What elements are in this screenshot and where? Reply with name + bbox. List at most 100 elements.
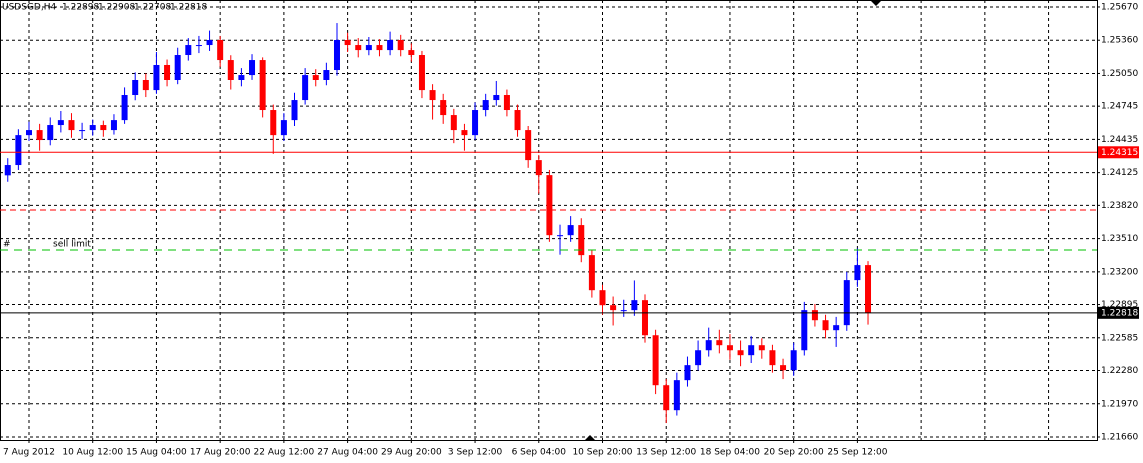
y-tick-label: 1.21970 xyxy=(1101,399,1138,409)
candle-body xyxy=(355,45,362,51)
order-type: sell limit xyxy=(53,239,91,249)
x-tick-label: 27 Aug 04:00 xyxy=(317,448,378,458)
grid xyxy=(0,0,1097,440)
candle-body xyxy=(557,235,564,237)
candle-body xyxy=(100,125,107,131)
candle-body xyxy=(408,50,415,56)
candle-body xyxy=(153,64,160,91)
candle-body xyxy=(822,320,829,331)
candle-body xyxy=(854,265,861,281)
candle-body xyxy=(833,325,840,331)
level-tag xyxy=(1098,306,1139,319)
candle-body xyxy=(280,120,287,136)
x-tick-label: 25 Sep 12:00 xyxy=(827,448,887,458)
level-tag-label: 1.22818 xyxy=(1101,308,1138,318)
candle-body xyxy=(620,310,627,312)
candle-body xyxy=(461,130,468,136)
candle-body xyxy=(47,125,54,141)
x-tick-label: 17 Aug 20:00 xyxy=(190,448,251,458)
candle-body xyxy=(610,305,617,311)
symbol: USDSGD,H4 xyxy=(2,3,56,13)
y-tick-label: 1.22585 xyxy=(1101,333,1138,343)
candle-body xyxy=(758,345,765,351)
candle-body xyxy=(684,365,691,381)
y-tick-label: 1.21660 xyxy=(1101,432,1138,442)
candle-body xyxy=(132,80,139,96)
candle-body xyxy=(769,350,776,366)
marks xyxy=(4,23,872,424)
candle-body xyxy=(429,90,436,101)
candle-body xyxy=(811,310,818,321)
candle-body xyxy=(567,225,574,236)
header-close: 1.22818 xyxy=(170,3,207,13)
x-tick-label: 3 Sep 12:00 xyxy=(448,448,503,458)
candle-body xyxy=(387,40,394,51)
candle-body xyxy=(726,345,733,351)
candle-body xyxy=(206,40,213,46)
candle-body xyxy=(695,350,702,366)
candle-body xyxy=(4,165,11,176)
candle-body xyxy=(705,340,712,351)
x-tick-label: 10 Sep 20:00 xyxy=(572,448,632,458)
x-tick-label: 6 Sep 04:00 xyxy=(512,448,567,458)
candle-body xyxy=(68,120,75,131)
x-tick-label: 7 Aug 2012 xyxy=(3,448,55,458)
candle-body xyxy=(472,110,479,136)
candle-body xyxy=(493,95,500,101)
candle-body xyxy=(174,55,181,80)
candle-body xyxy=(673,380,680,411)
candle-body xyxy=(790,350,797,371)
candle-body xyxy=(514,110,521,131)
candle-body xyxy=(535,160,542,176)
y-tick-label: 1.23510 xyxy=(1101,234,1138,244)
y-tick-label: 1.25050 xyxy=(1101,69,1138,79)
candle-body xyxy=(365,45,372,51)
candle-body xyxy=(663,385,670,411)
candle-body xyxy=(79,130,86,132)
candle-body xyxy=(376,45,383,51)
y-tick-label: 1.24125 xyxy=(1101,168,1138,178)
candle-body xyxy=(217,40,224,61)
x-tick-label: 29 Aug 20:00 xyxy=(381,448,442,458)
candle-body xyxy=(57,120,64,126)
candle-body xyxy=(737,350,744,356)
level-tag-label: 1.24315 xyxy=(1101,148,1138,158)
candle-body xyxy=(780,365,787,371)
x-tick-label: 20 Sep 20:00 xyxy=(764,448,824,458)
y-tick-label: 1.24745 xyxy=(1101,102,1138,112)
candle-body xyxy=(588,255,595,291)
x-tick-label: 10 Aug 12:00 xyxy=(62,448,123,458)
y-tick-label: 1.25670 xyxy=(1101,2,1138,12)
y-tick-label: 1.25360 xyxy=(1101,36,1138,46)
candle-body xyxy=(291,100,298,121)
candle-body xyxy=(333,40,340,71)
candle-body xyxy=(312,75,319,80)
header-high: 1.22908 xyxy=(98,3,135,13)
plot-border xyxy=(0,0,1098,441)
candle-body xyxy=(843,280,850,326)
candle-body xyxy=(631,300,638,311)
x-tick-label: 22 Aug 12:00 xyxy=(254,448,315,458)
x-tick-label: 15 Aug 04:00 xyxy=(126,448,187,458)
candle-body xyxy=(259,60,266,111)
candle-body xyxy=(578,225,585,256)
candle-body xyxy=(142,80,149,91)
x-tick-label: 13 Sep 12:00 xyxy=(636,448,696,458)
candle-body xyxy=(238,75,245,80)
candle-body xyxy=(323,70,330,80)
candle-body xyxy=(801,310,808,351)
y-tick-label: 1.22895 xyxy=(1101,300,1138,310)
candle-body xyxy=(121,95,128,121)
candle-body xyxy=(397,40,404,51)
y-tick-label: 1.23200 xyxy=(1101,267,1138,277)
candle-body xyxy=(652,335,659,386)
candle-body xyxy=(525,130,532,161)
candle-body xyxy=(418,55,425,91)
candle-body xyxy=(164,64,171,80)
candle-body xyxy=(450,115,457,131)
candle-body xyxy=(344,40,351,46)
candle-body xyxy=(227,60,234,80)
candle-body xyxy=(546,175,553,236)
candle-body xyxy=(302,75,309,101)
